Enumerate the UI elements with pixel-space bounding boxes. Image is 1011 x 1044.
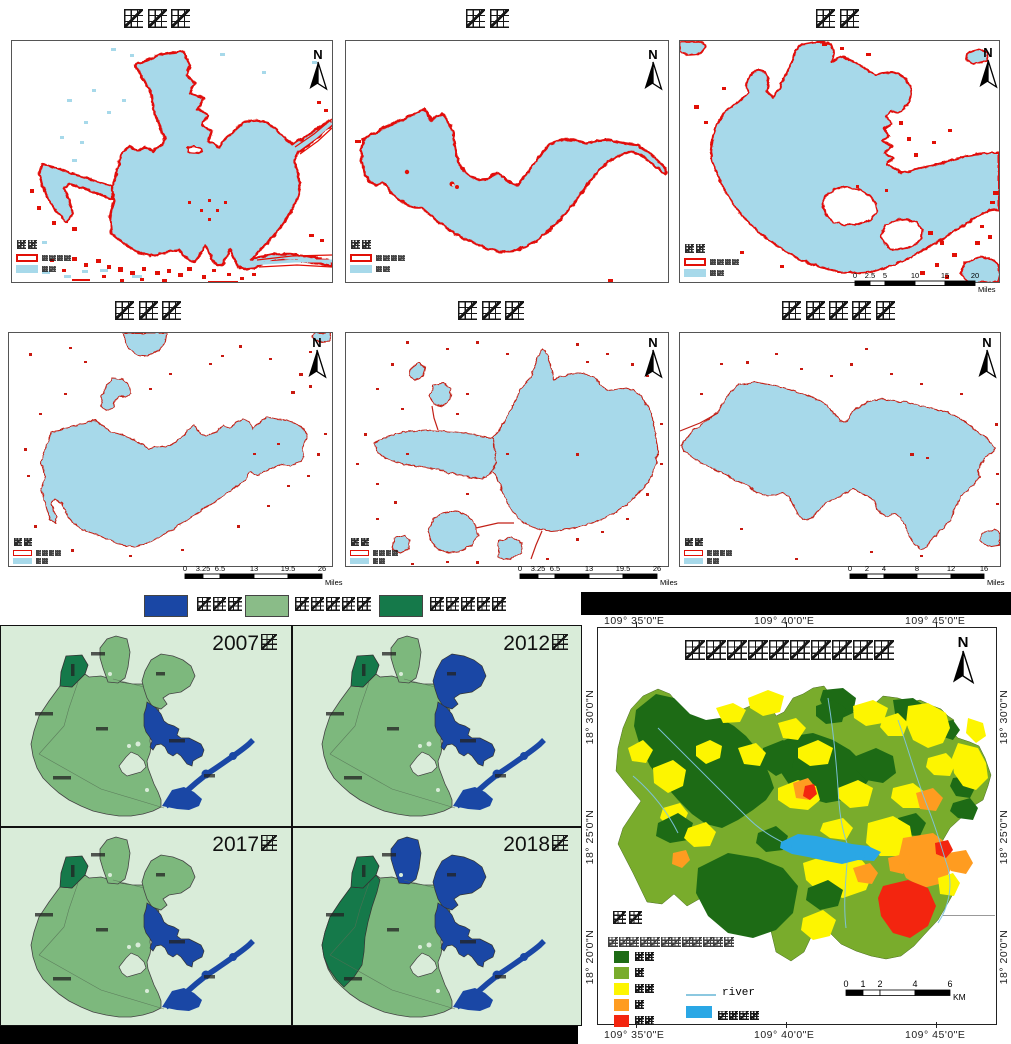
svg-text:KM: KM [953,992,966,1002]
svg-text:15: 15 [941,271,949,280]
svg-text:3.25: 3.25 [196,564,211,573]
svg-text:19.5: 19.5 [281,564,296,573]
svg-text:0: 0 [843,979,848,989]
svg-text:4: 4 [882,564,886,573]
svg-text:Miles: Miles [987,578,1005,587]
svg-text:2: 2 [877,979,882,989]
svg-text:19.5: 19.5 [616,564,631,573]
svg-text:6.5: 6.5 [215,564,225,573]
svg-text:N: N [982,335,991,350]
svg-text:N: N [313,47,322,62]
svg-text:0: 0 [848,564,852,573]
svg-text:13: 13 [250,564,258,573]
svg-text:Miles: Miles [978,285,996,294]
svg-text:0: 0 [183,564,187,573]
svg-text:20: 20 [971,271,979,280]
svg-text:10: 10 [911,271,919,280]
svg-text:N: N [648,47,657,62]
svg-text:N: N [648,335,657,350]
svg-text:8: 8 [915,564,919,573]
svg-text:26: 26 [653,564,661,573]
svg-text:26: 26 [318,564,326,573]
svg-text:4: 4 [912,979,917,989]
svg-text:Miles: Miles [660,578,678,587]
svg-text:2: 2 [865,564,869,573]
svg-text:2.5: 2.5 [865,271,875,280]
svg-text:0: 0 [853,271,857,280]
svg-text:13: 13 [585,564,593,573]
svg-text:N: N [312,335,321,350]
svg-text:6.5: 6.5 [550,564,560,573]
svg-text:16: 16 [980,564,988,573]
svg-text:N: N [983,45,992,60]
svg-text:5: 5 [883,271,887,280]
svg-text:1: 1 [860,979,865,989]
svg-text:0: 0 [518,564,522,573]
svg-text:3.25: 3.25 [531,564,546,573]
svg-text:N: N [958,634,969,651]
svg-text:Miles: Miles [325,578,343,587]
svg-text:6: 6 [947,979,952,989]
svg-text:12: 12 [947,564,955,573]
